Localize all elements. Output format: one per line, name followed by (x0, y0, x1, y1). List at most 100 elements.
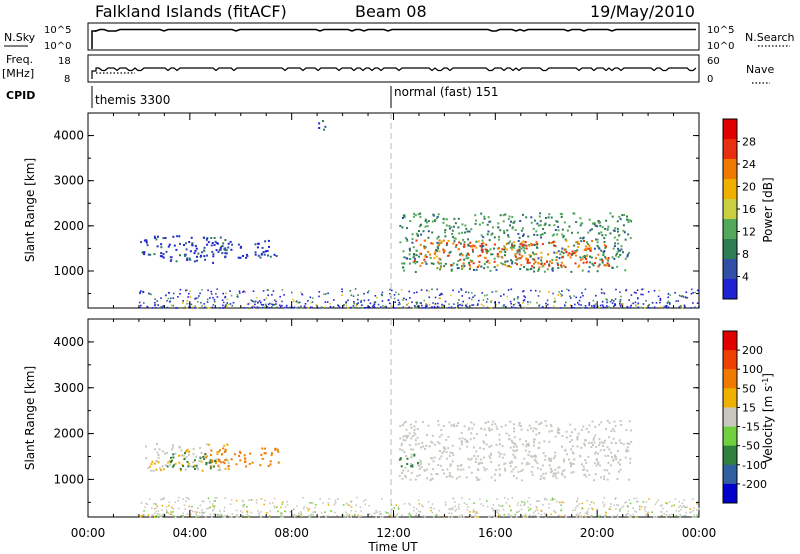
data-point (410, 471, 413, 474)
data-point (477, 455, 479, 458)
data-point (469, 245, 472, 248)
ground-scatter-point (674, 292, 676, 294)
data-point (215, 458, 218, 461)
ground-scatter-point (661, 514, 663, 517)
data-point (483, 441, 486, 444)
ground-scatter-point (352, 305, 355, 307)
ground-scatter-point (470, 515, 473, 517)
data-point (606, 419, 609, 422)
ground-scatter-point (611, 302, 614, 304)
ground-scatter-point (668, 501, 671, 503)
data-point (555, 252, 558, 254)
data-point (557, 427, 560, 430)
data-point (570, 253, 573, 256)
data-point (512, 221, 515, 224)
ground-scatter-point (604, 514, 607, 517)
ground-scatter-point (545, 302, 547, 305)
data-point (448, 454, 451, 457)
data-point (453, 237, 456, 240)
ground-scatter-point (665, 502, 667, 504)
ground-scatter-point (553, 498, 556, 501)
data-point (626, 255, 629, 258)
ground-scatter-point (165, 505, 168, 508)
data-point (432, 468, 435, 471)
data-point (193, 252, 196, 255)
ground-scatter-point (486, 298, 489, 300)
ground-scatter-point (169, 300, 172, 303)
ground-scatter-point (186, 302, 188, 305)
ground-scatter-point (333, 299, 335, 301)
data-point (143, 253, 146, 256)
ground-scatter-point (430, 306, 433, 309)
data-point (513, 220, 516, 223)
ground-scatter-point (451, 516, 453, 518)
ground-scatter-point (220, 513, 222, 516)
data-point (196, 255, 198, 258)
data-point (431, 434, 434, 437)
ground-scatter-point (320, 306, 323, 308)
data-point (426, 225, 429, 228)
ground-scatter-point (588, 304, 591, 306)
data-point (579, 454, 581, 457)
data-point (626, 446, 629, 449)
data-point (523, 247, 526, 250)
data-point (461, 268, 464, 270)
data-point (202, 456, 205, 458)
data-point (562, 252, 565, 255)
ground-scatter-point (427, 501, 430, 503)
data-point (143, 251, 146, 254)
ground-scatter-point (506, 295, 509, 298)
ground-scatter-point (260, 301, 262, 304)
ground-scatter-point (600, 292, 603, 294)
ground-scatter-point (460, 289, 463, 291)
ground-scatter-point (600, 288, 603, 291)
data-point (618, 470, 620, 473)
ground-scatter-point (534, 514, 537, 517)
data-point (604, 234, 607, 237)
data-point (504, 469, 507, 472)
ground-scatter-point (457, 305, 459, 308)
ground-scatter-point (263, 503, 265, 506)
ground-scatter-point (275, 303, 277, 305)
ground-scatter-point (201, 514, 203, 516)
data-point (538, 215, 541, 218)
data-point (493, 266, 496, 269)
ground-scatter-point (635, 497, 638, 500)
data-point (513, 423, 515, 426)
data-point (624, 269, 627, 272)
data-point (523, 457, 526, 460)
data-point (514, 229, 517, 232)
ground-scatter-point (400, 289, 403, 291)
ground-scatter-point (697, 512, 700, 514)
data-point (625, 429, 628, 431)
ground-scatter-point (333, 503, 336, 506)
ground-scatter-point (639, 306, 642, 309)
data-point (537, 224, 540, 227)
ground-scatter-point (619, 304, 622, 307)
data-point (451, 229, 454, 232)
ground-scatter-point (371, 305, 374, 307)
ground-scatter-point (552, 305, 555, 307)
ground-scatter-point (692, 516, 694, 518)
ground-scatter-point (681, 506, 683, 508)
data-point (619, 218, 622, 221)
ground-scatter-point (463, 502, 466, 504)
ground-scatter-point (602, 291, 605, 294)
data-point (421, 441, 424, 444)
data-point (443, 218, 446, 221)
ground-scatter-point (437, 302, 439, 305)
data-point (169, 463, 172, 466)
data-point (456, 424, 458, 427)
data-point (458, 241, 461, 244)
data-point (561, 233, 564, 236)
ground-scatter-point (341, 294, 343, 296)
data-point (554, 244, 557, 247)
data-point (429, 253, 431, 256)
ground-scatter-point (426, 304, 428, 307)
ground-scatter-point (415, 307, 417, 309)
data-point (414, 420, 417, 423)
ground-scatter-point (654, 516, 656, 518)
ground-scatter-point (678, 294, 681, 297)
data-point (624, 257, 627, 260)
data-point (249, 452, 252, 455)
